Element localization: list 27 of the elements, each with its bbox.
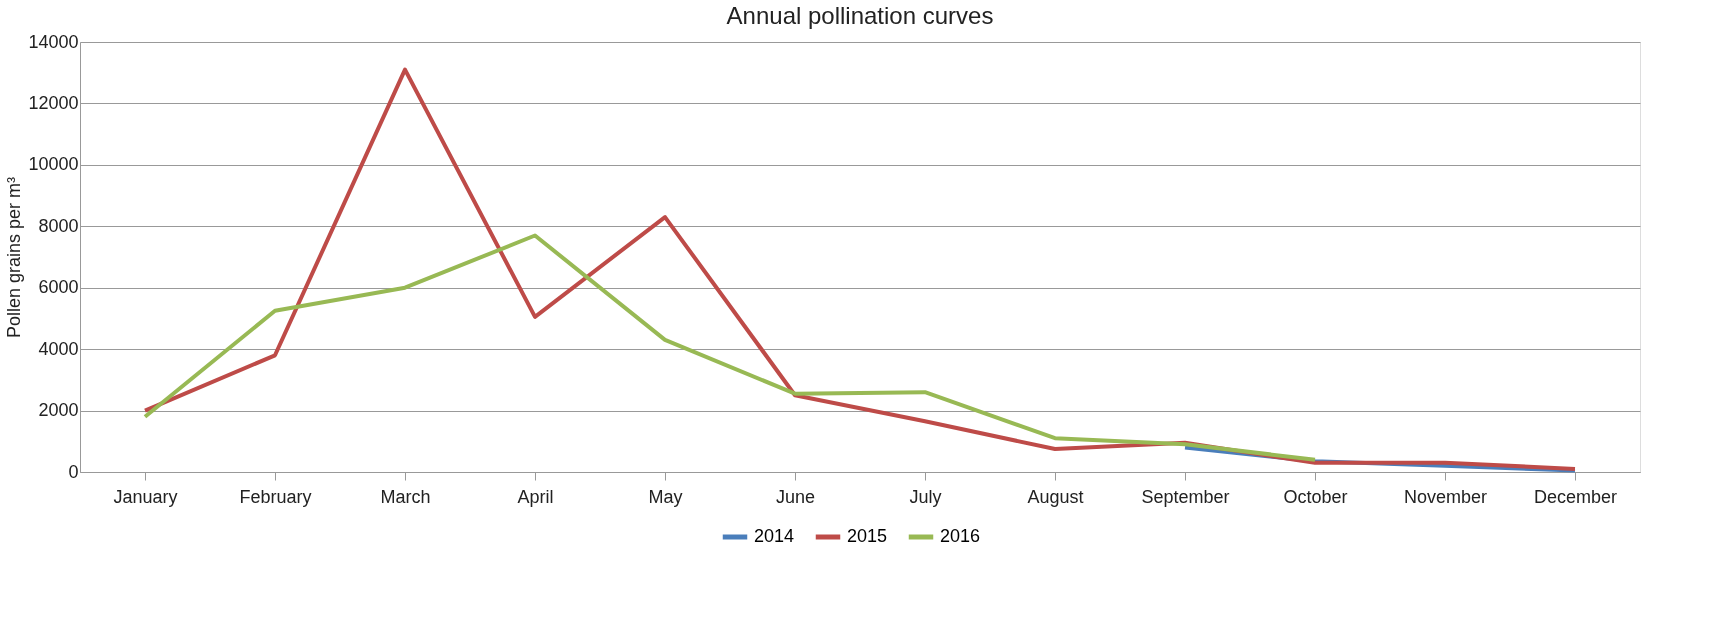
legend-label: 2015 [847, 526, 888, 546]
x-tick-label: December [1533, 486, 1618, 507]
y-tick-label: 4000 [38, 338, 79, 359]
x-tick-label: May [648, 486, 683, 507]
y-tick-label: 8000 [38, 215, 79, 236]
legend-label: 2014 [754, 526, 795, 546]
y-tick-label: 6000 [38, 277, 79, 298]
x-tick-label: August [1027, 486, 1084, 507]
line-series [143, 67, 1577, 471]
x-tick-label: November [1403, 486, 1488, 507]
x-tick-label: April [517, 486, 554, 507]
y-tick-label: 10000 [28, 154, 79, 175]
x-tick-label: February [239, 486, 312, 507]
x-tick-label: July [909, 486, 942, 507]
y-tick-label: 14000 [28, 31, 79, 52]
line-series [143, 233, 1317, 462]
y-tick-label: 12000 [28, 92, 79, 113]
y-axis-title: Pollen grains per m³ [4, 176, 25, 339]
x-tick-label: January [113, 486, 178, 507]
x-tick-label: October [1283, 486, 1348, 507]
legend-label: 2016 [940, 526, 981, 546]
x-tick-label: September [1141, 486, 1230, 507]
y-tick-label: 2000 [38, 400, 79, 421]
x-tick-label: March [380, 486, 431, 507]
x-tick-label: June [775, 486, 816, 507]
y-tick-label: 0 [68, 461, 79, 482]
chart-title: Annual pollination curves [726, 2, 994, 29]
